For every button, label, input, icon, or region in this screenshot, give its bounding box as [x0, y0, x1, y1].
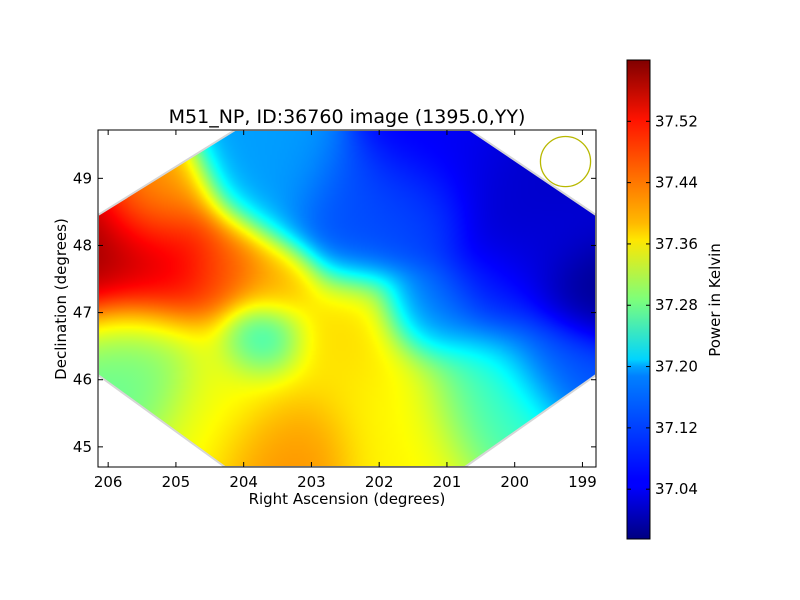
- colorbar-label: Power in Kelvin: [706, 243, 724, 357]
- colorbar-tick-label: 37.36: [655, 235, 698, 253]
- x-axis-label: Right Ascension (degrees): [249, 490, 446, 508]
- colorbar-tick-label: 37.28: [655, 296, 698, 314]
- colorbar-bar: [626, 59, 651, 540]
- chart-title: M51_NP, ID:36760 image (1395.0,YY): [169, 106, 526, 128]
- colorbar-tick-label: 37.20: [655, 358, 698, 376]
- heatmap-area: [98, 130, 596, 467]
- map-edge: [98, 130, 596, 467]
- y-axis: 49 48 47 46 45: [73, 169, 596, 456]
- colorbar-tick-label: 37.04: [655, 480, 698, 498]
- y-tick-label: 48: [73, 236, 92, 254]
- plot-frame: [97, 129, 597, 468]
- y-tick-label: 49: [73, 169, 92, 187]
- x-axis: 206 205 204 203 202 201 200 199: [94, 130, 597, 491]
- colorbar-tick-label: 37.12: [655, 419, 698, 437]
- x-tick-label: 203: [297, 473, 326, 491]
- beam-circle: [539, 135, 592, 188]
- colorbar: 37.52 37.44 37.36 37.28 37.20 37.12 37.04 Powe…: [626, 59, 724, 540]
- x-tick-label: 202: [365, 473, 394, 491]
- y-tick-label: 47: [73, 304, 92, 322]
- colorbar-ticks: 37.52 37.44 37.36 37.28 37.20 37.12 37.04: [627, 112, 698, 498]
- x-tick-label: 206: [94, 473, 123, 491]
- colorbar-tick-label: 37.52: [655, 112, 698, 130]
- heatmap-image: [98, 130, 596, 467]
- x-tick-label: 200: [500, 473, 529, 491]
- x-tick-label: 204: [229, 473, 258, 491]
- x-tick-label: 205: [162, 473, 191, 491]
- x-tick-label: 201: [433, 473, 462, 491]
- y-tick-label: 45: [73, 438, 92, 456]
- y-tick-label: 46: [73, 371, 92, 389]
- colorbar-tick-label: 37.44: [655, 174, 698, 192]
- y-axis-label: Declination (degrees): [52, 218, 70, 380]
- x-tick-label: 199: [568, 473, 597, 491]
